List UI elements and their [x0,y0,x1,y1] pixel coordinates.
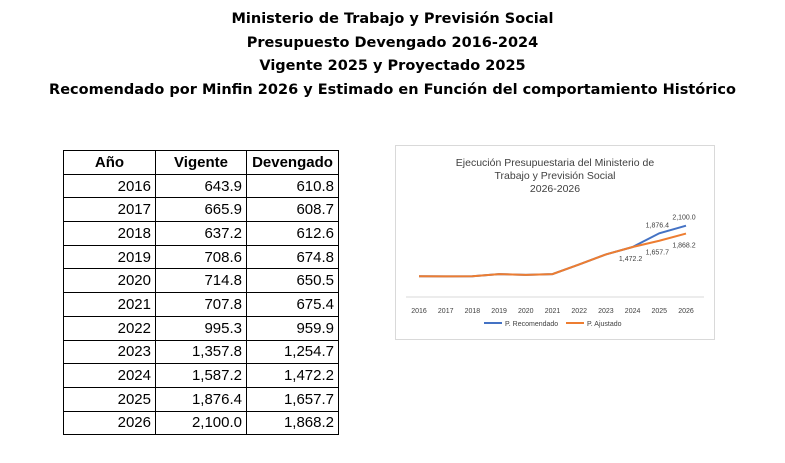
cell-vigente: 1,587.2 [155,363,247,388]
table-row: 2026 2,100.0 1,868.2 [63,410,339,436]
table-row: 2019 708.6 674.8 [63,244,339,270]
cell-vigente: 643.9 [155,173,247,199]
title-line-4: Recomendado por Minfin 2026 y Estimado e… [49,81,736,98]
cell-year: 2019 [63,244,156,270]
table-row: 2016 643.9 610.8 [63,173,339,199]
chart-title-line: 2026-2026 [530,183,580,195]
cell-devengado: 674.8 [246,244,339,270]
header-devengado: Devengado [246,150,339,175]
budget-table: Año Vigente Devengado 2016 643.9 610.8 2017… [63,150,339,436]
series-line-ajustado [418,232,687,278]
table-row: 2020 714.8 650.5 [63,268,339,294]
x-tick-label: 2019 [491,308,507,315]
cell-year: 2022 [63,315,156,341]
table-header-row: Año Vigente Devengado [63,150,339,175]
cell-vigente: 1,876.4 [155,386,247,412]
x-tick-label: 2020 [518,308,534,315]
table-row: 2017 665.9 608.7 [63,197,339,223]
title-line-1: Ministerio de Trabajo y Previsión Social [231,11,554,27]
cell-year: 2024 [63,363,156,388]
cell-vigente: 995.3 [155,315,247,341]
cell-vigente: 1,357.8 [155,339,247,365]
legend-label: P. Recomendado [505,321,558,328]
cell-vigente: 665.9 [155,197,247,223]
table-row: 2021 707.8 675.4 [63,292,339,317]
data-label: 2,100.0 [672,215,695,222]
table-row: 2022 995.3 959.9 [63,315,339,341]
header-vigente: Vigente [155,150,247,175]
cell-vigente: 708.6 [155,244,247,270]
table-row: 2025 1,876.4 1,657.7 [63,386,339,412]
chart-title-line: Trabajo y Previsión Social [495,170,616,182]
cell-devengado: 608.7 [246,197,339,223]
table-row: 2023 1,357.8 1,254.7 [63,339,339,365]
cell-devengado: 959.9 [246,315,339,341]
cell-year: 2023 [63,339,156,365]
data-label: 1,876.4 [646,222,669,229]
x-tick-label: 2021 [545,308,561,315]
data-label: 1,472.2 [619,256,642,263]
chart-svg: Ejecución Presupuestaria del Ministerio … [406,157,704,328]
title-line-2: Presupuesto Devengado 2016-2024 [246,34,539,51]
cell-devengado: 612.6 [246,221,339,246]
legend-label: P. Ajustado [587,321,622,328]
cell-year: 2018 [63,221,156,246]
cell-year: 2017 [63,197,156,223]
cell-devengado: 1,657.7 [246,386,339,412]
x-tick-label: 2016 [411,308,427,315]
cell-devengado: 610.8 [246,173,339,199]
chart-title-line: Ejecución Presupuestaria del Ministerio … [456,157,655,169]
cell-year: 2025 [63,386,156,412]
budget-chart: Ejecución Presupuestaria del Ministerio … [395,145,715,340]
table-row: 2018 637.2 612.6 [63,221,339,246]
x-tick-label: 2025 [652,308,668,315]
cell-vigente: 637.2 [155,221,247,246]
cell-devengado: 1,868.2 [246,410,339,436]
cell-devengado: 1,254.7 [246,339,339,365]
x-tick-label: 2024 [625,308,641,315]
x-tick-label: 2022 [571,308,587,315]
data-label: 1,868.2 [672,243,695,250]
data-label: 1,657.7 [646,250,669,257]
cell-devengado: 675.4 [246,292,339,317]
cell-year: 2021 [63,292,156,317]
report-title: Ministerio de Trabajo y Previsión Social… [0,8,785,102]
cell-year: 2020 [63,268,156,294]
x-tick-label: 2018 [465,308,481,315]
x-tick-label: 2023 [598,308,614,315]
cell-vigente: 2,100.0 [155,410,247,436]
x-tick-label: 2017 [438,308,454,315]
cell-devengado: 650.5 [246,268,339,294]
cell-devengado: 1,472.2 [246,363,339,388]
cell-year: 2016 [63,173,156,199]
title-line-3: Vigente 2025 y Proyectado 2025 [259,58,526,74]
header-year: Año [63,150,156,175]
cell-year: 2026 [63,410,156,436]
table-row: 2024 1,587.2 1,472.2 [63,363,339,388]
cell-vigente: 714.8 [155,268,247,294]
cell-vigente: 707.8 [155,292,247,317]
x-tick-label: 2026 [678,308,694,315]
